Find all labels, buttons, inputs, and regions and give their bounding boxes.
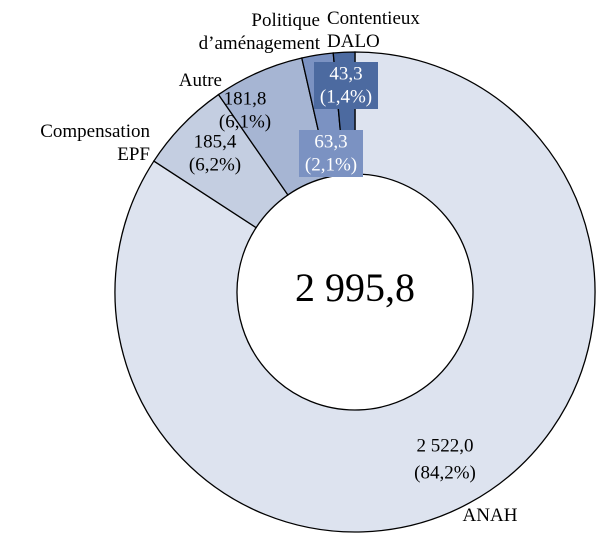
center-total: 2 995,8 bbox=[295, 265, 415, 310]
value-label: 2 522,0 bbox=[417, 435, 474, 456]
category-label-line: ANAH bbox=[463, 505, 518, 526]
value-label: 43,3 bbox=[329, 63, 362, 84]
category-label-line: Contentieux bbox=[327, 8, 420, 29]
label-box bbox=[314, 62, 378, 109]
category-label-line: Compensation bbox=[40, 121, 150, 142]
percent-label: (6,2%) bbox=[189, 154, 241, 175]
value-label: 185,4 bbox=[194, 131, 237, 152]
category-label-line: DALO bbox=[327, 31, 380, 52]
value-label: 63,3 bbox=[314, 131, 347, 152]
category-label: Autre bbox=[179, 70, 222, 91]
percent-label: (84,2%) bbox=[414, 462, 476, 483]
category-label-line: EPF bbox=[117, 144, 150, 165]
donut-slice bbox=[114, 51, 596, 533]
category-label-line: Autre bbox=[179, 70, 222, 91]
category-label: Contentieux DALO bbox=[327, 8, 420, 52]
percent-label: (1,4%) bbox=[320, 86, 372, 107]
percent-label: (6,1%) bbox=[219, 111, 271, 132]
category-label: ANAH bbox=[463, 505, 518, 526]
label-box bbox=[299, 130, 363, 177]
percent-label: (2,1%) bbox=[305, 154, 357, 175]
category-label: Politique d’aménagement bbox=[199, 10, 321, 54]
category-label-line: Politique bbox=[251, 10, 320, 31]
value-label: 181,8 bbox=[224, 88, 267, 109]
category-label-line: d’aménagement bbox=[199, 33, 321, 54]
category-label: Compensation EPF bbox=[40, 121, 150, 165]
